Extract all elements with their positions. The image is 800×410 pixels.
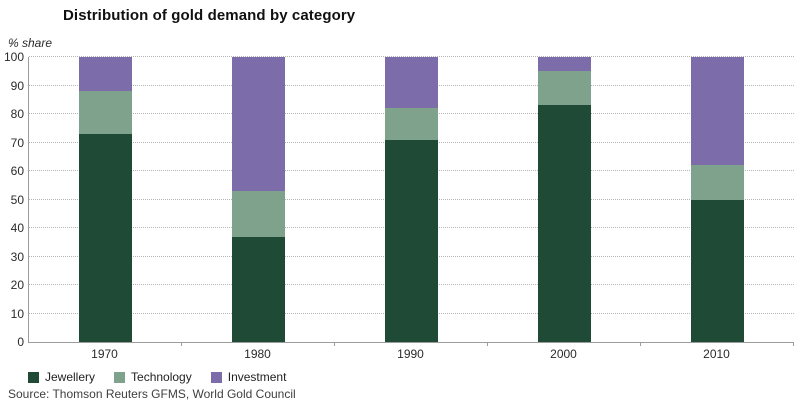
y-tick-label: 40 bbox=[10, 221, 24, 235]
y-tick-label: 70 bbox=[10, 135, 24, 150]
legend-label: Investment bbox=[227, 370, 287, 384]
x-tick-label: 1980 bbox=[244, 347, 271, 361]
y-tick-label: 10 bbox=[10, 306, 24, 321]
bar-segment-1980-jewellery bbox=[232, 236, 285, 342]
legend-label: Technology bbox=[131, 370, 192, 384]
bar-segment-2010-technology bbox=[691, 165, 744, 200]
x-axis-tick bbox=[181, 342, 182, 346]
bar-segment-1980-technology bbox=[232, 190, 285, 237]
legend-swatch-icon bbox=[210, 371, 222, 383]
bar-segment-2010-investment bbox=[691, 57, 744, 166]
x-axis-tick bbox=[793, 342, 794, 346]
legend-item-jewellery: Jewellery bbox=[28, 370, 95, 384]
legend-swatch-icon bbox=[114, 371, 126, 383]
y-tick-label: 20 bbox=[10, 278, 24, 292]
y-tick-label: 50 bbox=[10, 192, 24, 207]
y-tick-label: 90 bbox=[10, 78, 24, 93]
gridline-100 bbox=[29, 56, 794, 57]
bar-segment-2000-investment bbox=[538, 57, 591, 72]
bar-segment-2010-jewellery bbox=[691, 199, 744, 342]
bar-segment-1990-jewellery bbox=[385, 139, 438, 342]
x-axis-tick bbox=[487, 342, 488, 346]
legend-item-investment: Investment bbox=[210, 370, 287, 384]
y-tick-label: 30 bbox=[10, 249, 24, 264]
bar-segment-1970-investment bbox=[79, 57, 132, 92]
bar-segment-1990-technology bbox=[385, 108, 438, 140]
legend-item-technology: Technology bbox=[114, 370, 192, 384]
y-tick-label: 60 bbox=[10, 164, 24, 178]
bar-segment-1990-investment bbox=[385, 57, 438, 109]
bar-segment-1970-jewellery bbox=[79, 133, 132, 342]
y-axis-title: % share bbox=[8, 36, 53, 50]
bar-segment-1980-investment bbox=[232, 57, 285, 191]
legend: Jewellery Technology Investment bbox=[28, 370, 286, 384]
bar-segment-2000-jewellery bbox=[538, 105, 591, 342]
x-tick-label: 1970 bbox=[91, 347, 118, 361]
plot-area bbox=[28, 56, 794, 346]
chart-title: Distribution of gold demand by category bbox=[63, 7, 356, 24]
y-tick-label: 0 bbox=[17, 335, 24, 349]
y-tick-label: 100 bbox=[3, 50, 24, 64]
legend-swatch-icon bbox=[28, 371, 39, 383]
source-note: Source: Thomson Reuters GFMS, World Gold… bbox=[8, 387, 296, 401]
x-tick-label: 1990 bbox=[397, 347, 424, 361]
bar-segment-2000-technology bbox=[538, 71, 591, 106]
legend-label: Jewellery bbox=[45, 370, 96, 384]
x-tick-label: 2000 bbox=[550, 347, 577, 361]
x-tick-label: 2010 bbox=[703, 347, 730, 361]
bar-segment-1970-technology bbox=[79, 91, 132, 134]
y-tick-label: 80 bbox=[10, 107, 24, 121]
x-axis-tick bbox=[640, 342, 641, 346]
x-axis-tick bbox=[334, 342, 335, 346]
